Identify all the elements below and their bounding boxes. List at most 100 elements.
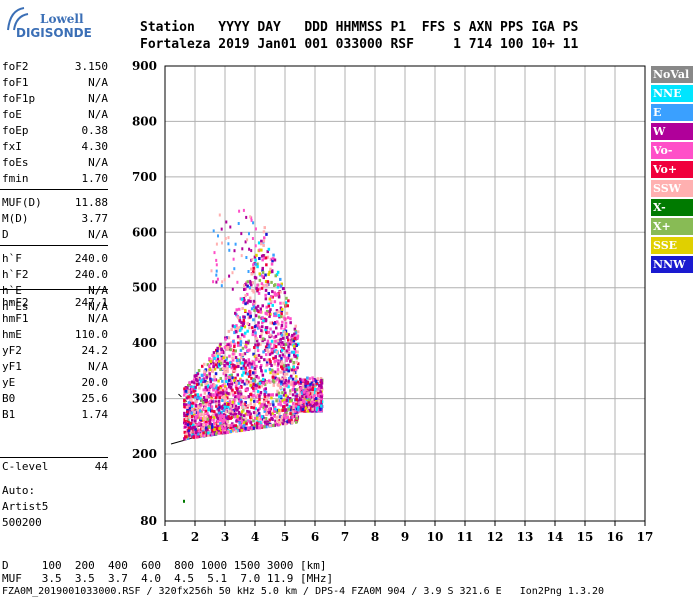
echo-point	[258, 397, 261, 401]
logo-line1: Lowell	[40, 12, 84, 26]
echo-point	[211, 429, 214, 433]
echo-point	[215, 402, 218, 406]
echo-point	[296, 401, 299, 405]
echo-point	[284, 301, 288, 305]
param-value: 25.6	[81, 392, 109, 405]
echo-point	[240, 400, 243, 404]
echo-point	[243, 402, 246, 406]
echo-point	[295, 413, 298, 417]
echo-point	[245, 422, 248, 426]
echo-point	[241, 379, 245, 383]
echo-point	[244, 417, 248, 421]
echo-point	[227, 424, 230, 428]
echo-point	[250, 376, 253, 380]
echo-point	[244, 359, 247, 363]
echo-point	[265, 309, 269, 313]
echo-point	[244, 401, 247, 404]
echo-point	[263, 226, 266, 230]
echo-point	[309, 389, 313, 393]
echo-point	[238, 386, 242, 390]
echo-point	[228, 383, 231, 386]
echo-point	[308, 377, 311, 381]
echo-point	[282, 364, 286, 368]
echo-point	[283, 376, 286, 380]
echo-point	[209, 360, 213, 363]
echo-point	[206, 375, 210, 379]
echo-point	[316, 377, 320, 381]
echo-point	[230, 366, 233, 370]
echo-point	[268, 367, 272, 371]
param-value: 24.2	[81, 344, 109, 357]
echo-point	[320, 400, 324, 404]
param-label: foEp	[2, 124, 29, 137]
echo-point	[264, 328, 267, 332]
echo-point	[281, 422, 285, 426]
auto-line3: 500200	[2, 516, 42, 529]
echo-point	[205, 381, 209, 385]
echo-point	[309, 382, 312, 386]
echo-point	[198, 386, 201, 390]
echo-point	[238, 209, 241, 213]
echo-point	[188, 381, 191, 385]
param-fxi: fxI 4.30	[2, 139, 108, 155]
echo-point	[264, 256, 268, 260]
echo-point	[291, 388, 295, 391]
echo-point	[219, 393, 222, 397]
echo-point	[193, 425, 196, 429]
echo-point	[196, 396, 199, 400]
echo-point	[277, 314, 281, 317]
y-tick-label: 900	[132, 59, 157, 73]
echo-point	[232, 427, 236, 431]
echo-point	[204, 431, 207, 434]
echo-point	[216, 277, 219, 281]
echo-point	[306, 381, 309, 385]
echo-point	[223, 364, 226, 367]
echo-point	[194, 385, 197, 389]
echo-point	[288, 420, 291, 424]
echo-point	[268, 358, 271, 362]
echo-point	[199, 416, 202, 420]
echo-point	[250, 249, 253, 253]
echo-point	[290, 350, 294, 354]
echo-point	[211, 400, 214, 404]
echo-point	[276, 377, 279, 381]
echo-point	[277, 294, 281, 298]
x-tick-label: 9	[401, 530, 409, 544]
echo-point	[292, 403, 296, 407]
echo-point	[265, 425, 268, 429]
echo-point	[254, 371, 257, 374]
echo-point	[284, 364, 288, 368]
echo-point	[237, 397, 241, 401]
echo-point	[229, 344, 232, 348]
echo-point	[284, 382, 287, 386]
echo-point	[219, 422, 222, 426]
echo-point	[264, 280, 268, 283]
echo-point	[281, 382, 285, 386]
echo-point	[236, 316, 240, 320]
echo-point	[267, 400, 270, 404]
echo-point	[246, 301, 249, 305]
echo-point	[264, 369, 267, 373]
echo-point	[247, 270, 250, 273]
param-value: N/A	[88, 284, 108, 297]
param-value: 3.150	[74, 60, 108, 73]
echo-point	[281, 320, 284, 324]
echo-point	[244, 366, 247, 370]
echo-point	[315, 381, 319, 385]
param-clevel: C-level 44	[2, 459, 108, 475]
echo-point	[292, 406, 295, 409]
echo-point	[285, 384, 288, 388]
echo-point	[205, 422, 208, 426]
echo-point	[268, 352, 272, 356]
echo-point	[227, 242, 230, 246]
param-value: N/A	[88, 360, 108, 373]
echo-point	[269, 342, 272, 346]
echo-point	[279, 315, 283, 319]
echo-point	[255, 358, 258, 362]
echo-point	[237, 394, 241, 398]
echo-point	[264, 288, 268, 292]
legend-item-noval: NoVal	[651, 66, 693, 83]
echo-point	[206, 363, 210, 367]
echo-point	[216, 357, 220, 361]
echo-point	[256, 323, 260, 327]
